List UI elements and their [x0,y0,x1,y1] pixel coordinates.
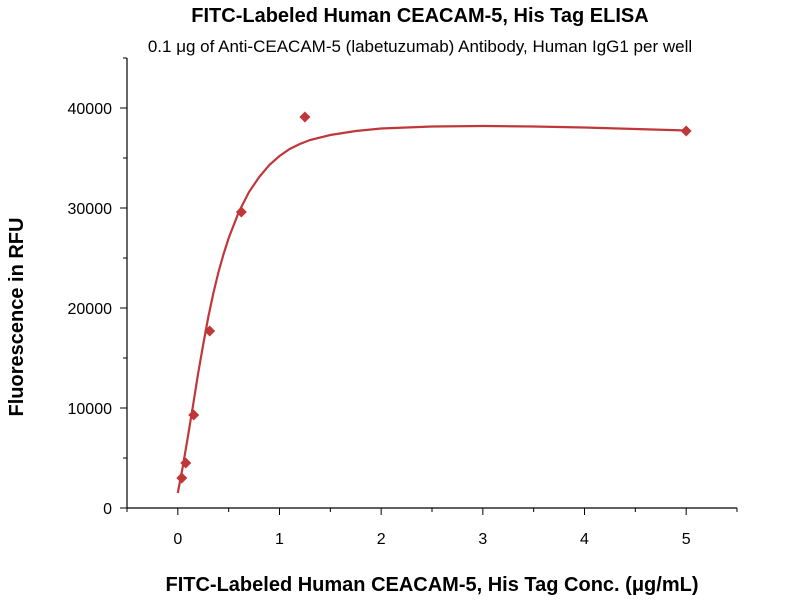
x-tick-label: 4 [580,531,589,548]
data-point [235,206,247,218]
y-tick-label: 40000 [68,101,113,118]
data-point [204,325,216,337]
data-point [680,125,692,137]
x-tick-label: 1 [275,531,284,548]
x-axis-title: FITC-Labeled Human CEACAM-5, His Tag Con… [166,574,699,596]
plot-area: 0 10000 20000 30000 40000 0 1 2 3 4 5 [68,57,738,548]
y-tick-label: 30000 [68,201,113,218]
x-tick-label: 3 [478,531,487,548]
y-tick-label: 20000 [68,301,113,318]
y-tick-label: 10000 [68,401,113,418]
x-tick-label: 2 [377,531,386,548]
chart-subtitle: 0.1 μg of Anti-CEACAM-5 (labetuzumab) An… [148,37,692,56]
x-tick-label: 0 [173,531,182,548]
data-point [180,457,192,469]
chart-title: FITC-Labeled Human CEACAM-5, His Tag ELI… [191,5,648,27]
data-point [299,111,311,123]
y-axis-title: Fluorescence in RFU [6,218,28,417]
fit-curve-line [176,124,687,494]
x-tick-label: 5 [682,531,691,548]
y-tick-label: 0 [103,501,112,518]
data-point [188,409,200,421]
data-point [176,472,188,484]
